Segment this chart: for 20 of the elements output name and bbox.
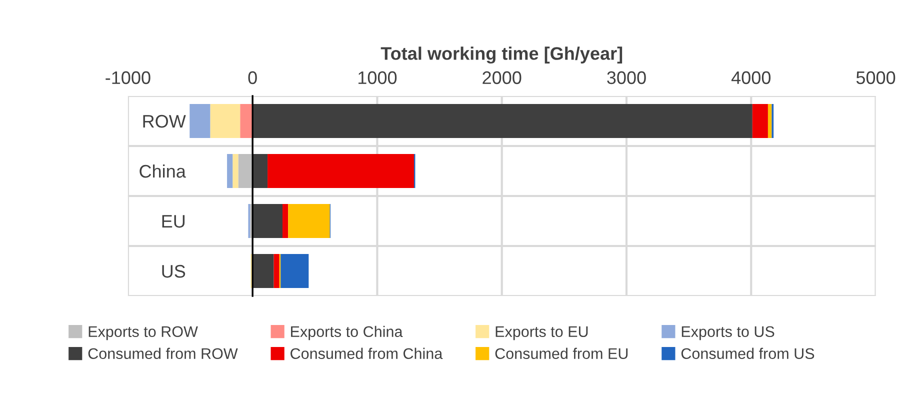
y-tick-label: EU (162, 215, 185, 228)
legend-label: Consumed from China (290, 348, 443, 360)
legend-label: Exports to EU (496, 326, 588, 340)
legend-label: Consumed from US (681, 348, 814, 360)
x-axis-title: Total working time [Gh/year] (380, 46, 622, 64)
x-tick-label: 3000 (607, 71, 646, 84)
x-tick-label: 5000 (856, 71, 896, 84)
x-tick-label: 1000 (358, 71, 397, 84)
x-tick-label: 0 (248, 71, 257, 84)
legend-label: Consumed from ROW (88, 348, 238, 360)
y-tick-label: ROW (143, 114, 186, 128)
legend-label: Exports to ROW (88, 326, 198, 340)
x-tick-label: 2000 (482, 71, 522, 84)
legend-label: Consumed from EU (495, 348, 628, 360)
x-tick-label: 4000 (731, 71, 771, 84)
y-tick-label: China (140, 164, 186, 178)
legend-label: Exports to US (682, 326, 774, 340)
y-tick-label: US (162, 264, 186, 278)
legend-label: Exports to China (291, 326, 403, 340)
x-tick-label: -1000 (106, 71, 150, 84)
